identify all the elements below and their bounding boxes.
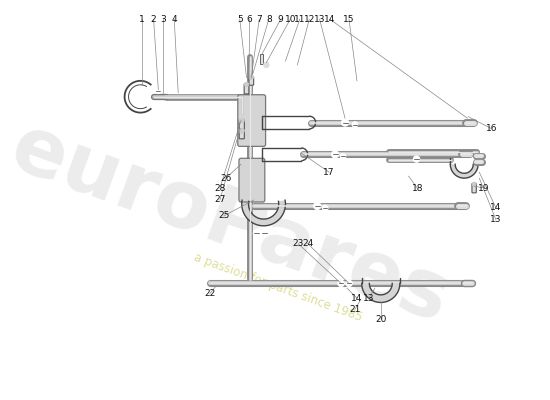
Text: 7: 7	[256, 15, 262, 24]
Circle shape	[239, 128, 244, 133]
Circle shape	[244, 82, 249, 87]
Text: 8: 8	[266, 15, 272, 24]
Text: 9: 9	[278, 15, 284, 24]
Text: 21: 21	[349, 305, 361, 314]
FancyBboxPatch shape	[238, 95, 266, 146]
Circle shape	[314, 202, 321, 210]
Text: 26: 26	[220, 174, 232, 183]
Text: 12: 12	[304, 15, 315, 24]
Circle shape	[253, 230, 260, 237]
Text: 28: 28	[214, 184, 226, 192]
Text: 13: 13	[363, 294, 375, 303]
Circle shape	[340, 154, 346, 159]
Text: 1: 1	[139, 15, 145, 24]
Text: 11: 11	[294, 15, 305, 24]
FancyBboxPatch shape	[249, 76, 254, 85]
Text: 19: 19	[478, 184, 490, 192]
Polygon shape	[242, 200, 285, 226]
Circle shape	[342, 119, 349, 126]
FancyBboxPatch shape	[239, 130, 244, 139]
Text: 13: 13	[314, 15, 326, 24]
Text: 24: 24	[302, 239, 314, 248]
Text: 5: 5	[237, 15, 243, 24]
Text: 14: 14	[324, 15, 336, 24]
Circle shape	[346, 280, 352, 286]
FancyBboxPatch shape	[472, 183, 476, 193]
Text: 14: 14	[351, 294, 362, 303]
Polygon shape	[362, 284, 400, 302]
FancyBboxPatch shape	[260, 54, 263, 64]
Circle shape	[332, 151, 339, 158]
Text: 23: 23	[293, 239, 304, 248]
Circle shape	[239, 118, 244, 123]
Text: 10: 10	[284, 15, 296, 24]
Circle shape	[352, 122, 358, 127]
FancyBboxPatch shape	[239, 158, 265, 202]
Text: 3: 3	[160, 15, 166, 24]
Text: 16: 16	[486, 124, 497, 133]
Text: 15: 15	[343, 15, 355, 24]
Text: 4: 4	[172, 15, 177, 24]
Text: 6: 6	[247, 15, 252, 24]
Circle shape	[322, 205, 328, 211]
Text: 27: 27	[214, 196, 226, 204]
Circle shape	[472, 182, 476, 186]
Circle shape	[249, 75, 254, 80]
FancyBboxPatch shape	[239, 120, 244, 129]
Circle shape	[261, 230, 268, 237]
Circle shape	[156, 88, 161, 94]
Text: 14: 14	[490, 204, 502, 212]
Text: a passion for parts since 1985: a passion for parts since 1985	[191, 251, 364, 324]
Text: 18: 18	[411, 184, 423, 192]
Text: 25: 25	[218, 211, 229, 220]
Text: 22: 22	[205, 289, 216, 298]
Circle shape	[414, 156, 420, 162]
Polygon shape	[450, 164, 478, 178]
Circle shape	[263, 62, 269, 68]
Text: 13: 13	[490, 215, 502, 224]
Text: 2: 2	[151, 15, 156, 24]
FancyBboxPatch shape	[244, 84, 249, 94]
Text: 20: 20	[375, 315, 387, 324]
Circle shape	[338, 280, 344, 286]
Text: euroPares: euroPares	[0, 108, 460, 339]
Text: 17: 17	[323, 168, 335, 177]
